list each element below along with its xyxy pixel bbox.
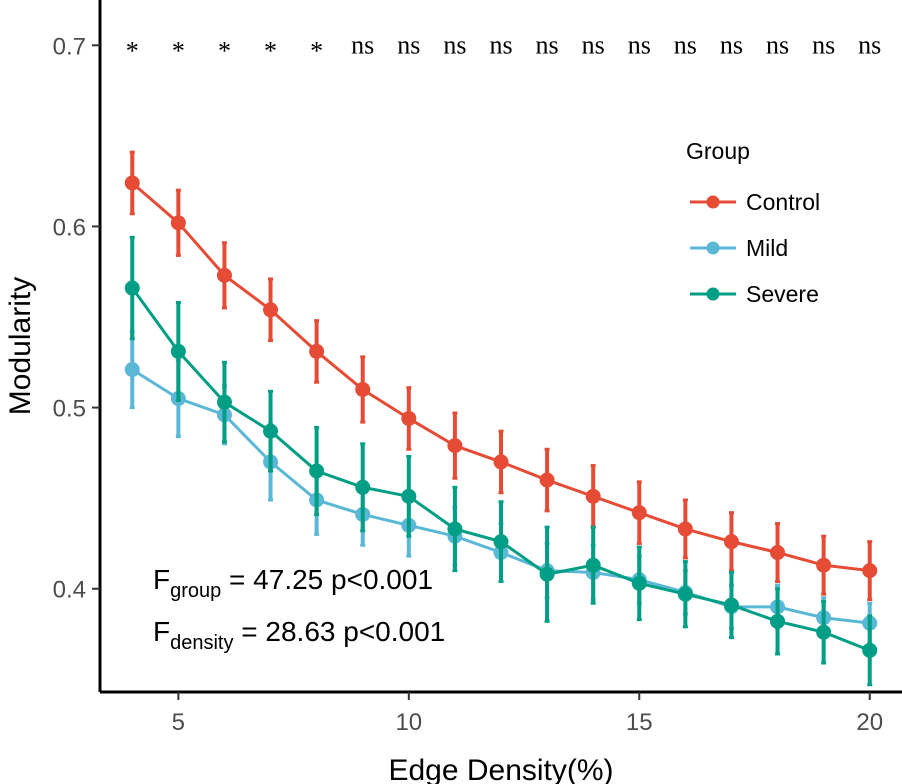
f-subscript: density xyxy=(170,632,233,654)
data-point xyxy=(631,505,647,521)
significance-marker: ns xyxy=(351,30,374,59)
data-point xyxy=(447,438,463,454)
series-severe xyxy=(124,235,878,687)
data-point xyxy=(447,521,463,537)
f-subscript: group xyxy=(170,580,221,602)
data-point xyxy=(216,394,232,410)
f-value: = 47.25 p<0.001 xyxy=(221,564,433,595)
x-tick-label: 15 xyxy=(626,709,653,736)
y-tick-label: 0.4 xyxy=(53,577,86,604)
significance-marker: ns xyxy=(397,30,420,59)
data-point xyxy=(124,175,140,191)
series-control xyxy=(124,150,878,602)
data-point xyxy=(401,488,417,504)
data-point xyxy=(263,302,279,318)
data-point xyxy=(216,267,232,283)
data-point xyxy=(124,280,140,296)
f-statistic-annotation: Fgroup = 47.25 p<0.001 xyxy=(153,564,433,602)
significance-marker: * xyxy=(218,36,231,65)
y-tick-label: 0.7 xyxy=(53,33,86,60)
f-symbol: F xyxy=(153,564,170,595)
data-point xyxy=(401,410,417,426)
data-point xyxy=(493,454,509,470)
significance-marker: * xyxy=(264,36,277,65)
data-point xyxy=(862,563,878,579)
data-point xyxy=(355,479,371,495)
data-point xyxy=(677,586,693,602)
legend-key-point xyxy=(706,241,720,255)
significance-marker: ns xyxy=(582,30,605,59)
f-value: = 28.63 p<0.001 xyxy=(233,616,445,647)
significance-marker: ns xyxy=(443,30,466,59)
legend-label-control: Control xyxy=(746,189,820,215)
significance-marker: ns xyxy=(812,30,835,59)
data-point xyxy=(816,557,832,573)
significance-marker: * xyxy=(310,36,323,65)
f-statistic-annotation: Fdensity = 28.63 p<0.001 xyxy=(153,616,445,654)
significance-marker: ns xyxy=(628,30,651,59)
data-point xyxy=(539,472,555,488)
data-point xyxy=(631,575,647,591)
data-point xyxy=(539,566,555,582)
legend-key-point xyxy=(706,287,720,301)
x-tick-label: 5 xyxy=(172,709,185,736)
significance-marker: * xyxy=(126,36,139,65)
significance-marker: ns xyxy=(766,30,789,59)
data-point xyxy=(770,613,786,629)
legend-label-severe: Severe xyxy=(746,281,819,307)
x-tick-label: 10 xyxy=(395,709,422,736)
data-point xyxy=(170,343,186,359)
significance-marker: ns xyxy=(489,30,512,59)
legend-key-point xyxy=(706,195,720,209)
data-point xyxy=(493,534,509,550)
legend-label-mild: Mild xyxy=(746,235,788,261)
x-tick-label: 20 xyxy=(856,709,883,736)
data-point xyxy=(677,521,693,537)
x-axis-title: Edge Density(%) xyxy=(388,754,613,784)
data-point xyxy=(862,642,878,658)
y-tick-label: 0.6 xyxy=(53,214,86,241)
significance-marker: ns xyxy=(536,30,559,59)
data-point xyxy=(170,215,186,231)
data-point xyxy=(355,381,371,397)
significance-marker: ns xyxy=(720,30,743,59)
data-point xyxy=(723,534,739,550)
significance-marker: * xyxy=(172,36,185,65)
f-symbol: F xyxy=(153,616,170,647)
data-point xyxy=(723,597,739,613)
legend: Group Control Mild Severe xyxy=(686,138,820,307)
data-point xyxy=(309,343,325,359)
y-tick-label: 0.5 xyxy=(53,396,86,423)
data-point xyxy=(816,624,832,640)
data-point xyxy=(124,362,140,378)
significance-marker: ns xyxy=(674,30,697,59)
y-axis-title: Modularity xyxy=(4,277,37,415)
data-point xyxy=(585,488,601,504)
data-point xyxy=(263,423,279,439)
legend-title: Group xyxy=(686,138,750,164)
data-point xyxy=(585,557,601,573)
significance-marker: ns xyxy=(858,30,881,59)
data-point xyxy=(770,545,786,561)
data-point xyxy=(309,463,325,479)
